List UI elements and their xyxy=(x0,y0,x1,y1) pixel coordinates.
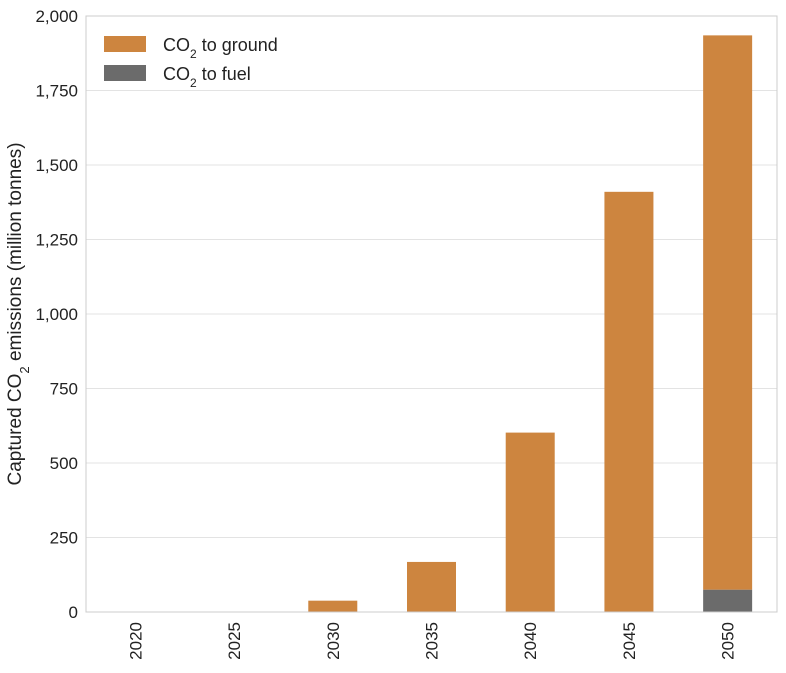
x-tick-label: 2050 xyxy=(719,622,738,660)
y-tick-label: 1,500 xyxy=(35,156,78,175)
bar-segment xyxy=(505,432,555,612)
bar-segment xyxy=(308,600,358,612)
y-tick-label: 1,000 xyxy=(35,305,78,324)
plot-frame xyxy=(85,15,778,613)
y-tick-label: 250 xyxy=(50,529,78,548)
x-tick-label: 2030 xyxy=(324,622,343,660)
bars xyxy=(308,35,753,612)
x-tick-label: 2025 xyxy=(225,622,244,660)
y-tick-label: 1,250 xyxy=(35,231,78,250)
legend-label: CO2 to ground xyxy=(163,35,278,61)
y-tick-label: 0 xyxy=(69,603,78,622)
legend: CO2 to ground CO2 to fuel xyxy=(104,35,278,90)
y-axis-ticks: 0 250 500 750 1,000 1,250 1,500 1,750 2,000 xyxy=(35,7,78,622)
bar-segment xyxy=(604,191,654,612)
bar-segment xyxy=(703,589,753,612)
bar-segment xyxy=(407,561,456,612)
legend-swatch xyxy=(104,65,146,81)
x-tick-label: 2040 xyxy=(521,622,540,660)
y-tick-label: 500 xyxy=(50,454,78,473)
grid-lines xyxy=(86,15,777,613)
y-axis-label: Captured CO2 emissions (million tonnes) xyxy=(5,142,32,485)
legend-swatch xyxy=(104,36,146,52)
y-tick-label: 750 xyxy=(50,380,78,399)
x-axis-ticks: 2020 2025 2030 2035 2040 2045 2050 xyxy=(126,622,737,660)
y-tick-label: 1,750 xyxy=(35,82,78,101)
y-tick-label: 2,000 xyxy=(35,7,78,26)
x-tick-label: 2045 xyxy=(620,622,639,660)
legend-label: CO2 to fuel xyxy=(163,64,251,90)
x-tick-label: 2020 xyxy=(126,622,145,660)
x-tick-label: 2035 xyxy=(423,622,442,660)
bar-segment xyxy=(703,35,753,590)
